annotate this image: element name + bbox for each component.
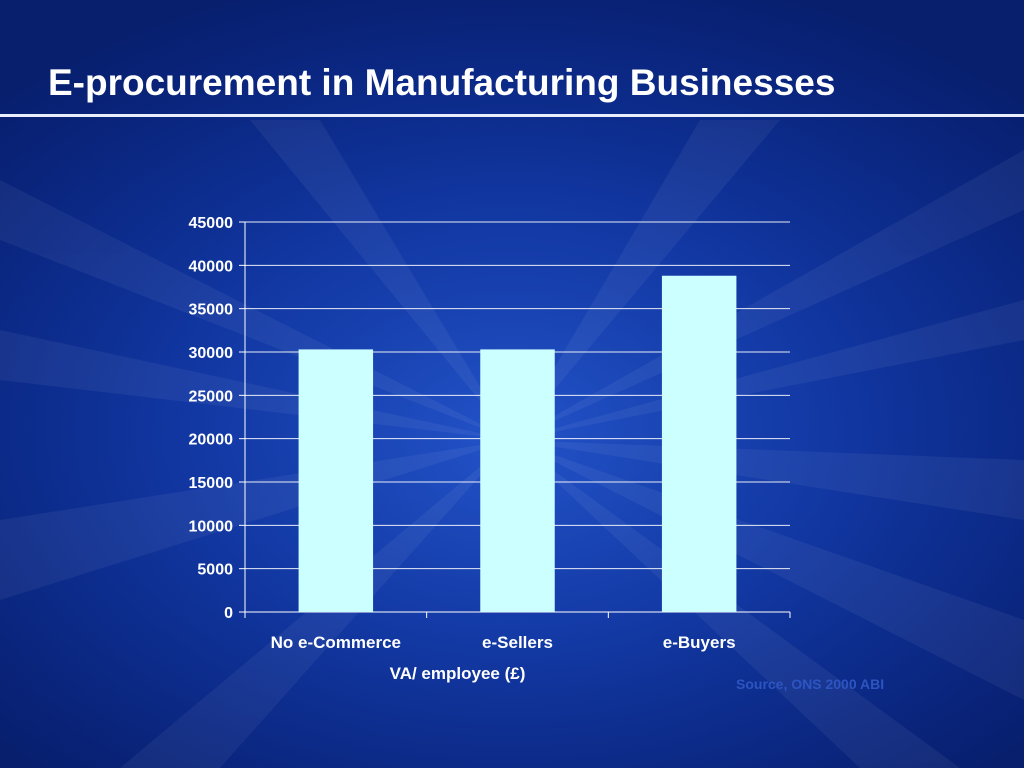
y-tick-label: 15000 (189, 475, 234, 492)
bar-e-sellers (480, 349, 555, 612)
y-tick-label: 40000 (189, 258, 234, 275)
x-category-label: No e-Commerce (271, 633, 401, 652)
x-category-label: e-Buyers (663, 633, 736, 652)
y-tick-label: 0 (224, 605, 233, 622)
title-divider (0, 114, 1024, 117)
y-tick-label: 10000 (189, 518, 234, 535)
x-axis-title: VA/ employee (£) (390, 664, 526, 683)
y-tick-label: 30000 (189, 345, 234, 362)
slide-title: E-procurement in Manufacturing Businesse… (48, 62, 836, 103)
source-note: Source, ONS 2000 ABI (736, 676, 885, 692)
bar-e-buyers (661, 275, 737, 612)
y-tick-label: 35000 (189, 302, 234, 319)
y-tick-label: 20000 (189, 432, 234, 449)
bar-no-e-commerce (298, 349, 374, 612)
y-tick-label: 45000 (189, 215, 234, 232)
y-tick-label: 5000 (197, 562, 233, 579)
y-tick-label: 25000 (189, 388, 234, 405)
x-category-label: e-Sellers (482, 633, 553, 652)
